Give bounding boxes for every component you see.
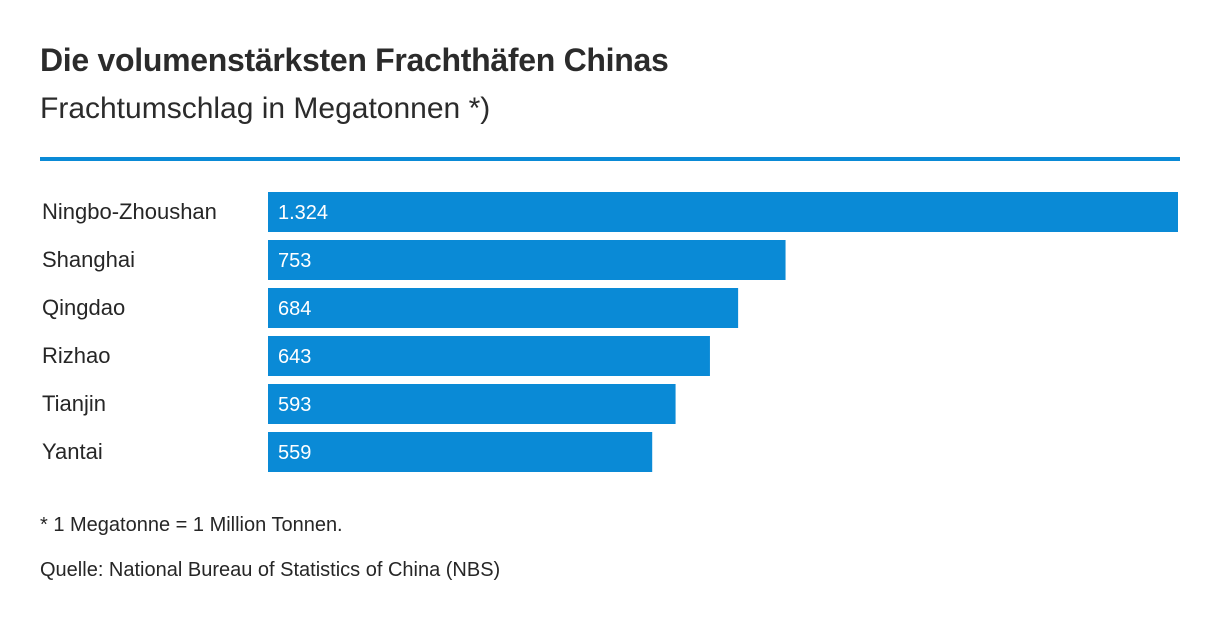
category-label: Qingdao [42,295,125,320]
bar [268,240,786,280]
bar [268,192,1178,232]
bar-value-label: 643 [278,346,311,368]
chart-subtitle: Frachtumschlag in Megatonnen *) [40,92,491,125]
bar [268,336,710,376]
category-label: Shanghai [42,247,135,272]
bar-value-label: 753 [278,250,311,272]
bar-value-label: 684 [278,298,311,320]
bar-value-label: 593 [278,394,311,416]
bar [268,288,739,328]
bar-value-label: 1.324 [278,202,328,224]
header-divider [40,157,1180,161]
bar [268,384,676,424]
bar [268,432,653,472]
source-note: Quelle: National Bureau of Statistics of… [40,559,501,581]
bar-value-label: 559 [278,442,311,464]
category-label: Rizhao [42,343,110,368]
category-label: Ningbo-Zhoushan [42,199,217,224]
category-label: Yantai [42,439,103,464]
footnote: * 1 Megatonne = 1 Million Tonnen. [40,514,343,536]
category-label: Tianjin [42,391,106,416]
chart-title: Die volumenstärksten Frachthäfen Chinas [40,42,669,78]
